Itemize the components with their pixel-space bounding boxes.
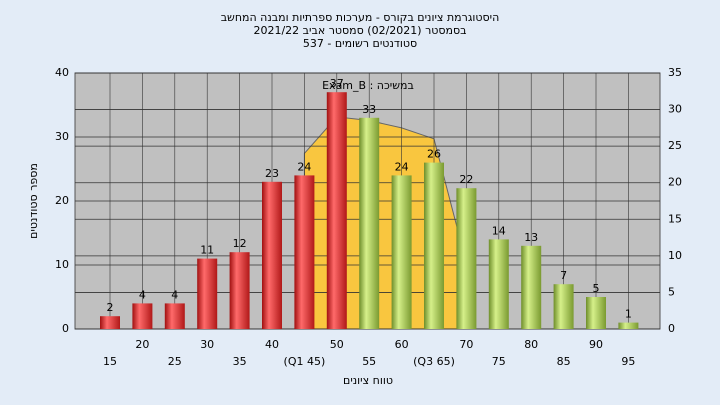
x-tick-label: 15 bbox=[103, 355, 117, 368]
data-label: 26 bbox=[427, 148, 441, 161]
x-tick-label: 60 bbox=[395, 338, 409, 351]
bar bbox=[262, 181, 282, 329]
x-tick-label: 80 bbox=[524, 338, 538, 351]
y2-tick-label: 20 bbox=[668, 176, 682, 189]
bar bbox=[586, 297, 606, 329]
data-label: 5 bbox=[593, 282, 600, 295]
bar bbox=[164, 303, 185, 329]
data-label: 33 bbox=[362, 103, 376, 116]
x-tick-label: 90 bbox=[589, 338, 603, 351]
bar bbox=[521, 245, 542, 329]
data-label: 4 bbox=[139, 288, 146, 301]
y2-tick-label: 25 bbox=[668, 139, 682, 152]
bar bbox=[132, 303, 153, 329]
bar bbox=[229, 252, 250, 329]
bar bbox=[391, 175, 412, 329]
x-tick-label: (Q3 65) bbox=[413, 355, 455, 368]
data-label: 11 bbox=[200, 244, 214, 257]
bar bbox=[197, 258, 218, 329]
x-tick-label: 30 bbox=[200, 338, 214, 351]
bar bbox=[456, 188, 477, 329]
data-label: 14 bbox=[492, 224, 506, 237]
bar bbox=[294, 175, 315, 329]
chart-title: סטודנטים רשומים - 537 bbox=[303, 37, 417, 50]
x-tick-label: 95 bbox=[621, 355, 635, 368]
y2-tick-label: 10 bbox=[668, 249, 682, 262]
chart-title: היסטוגרמת ציונים בקורס - מערכות ספרתיות … bbox=[221, 11, 500, 24]
y-tick-label: 10 bbox=[55, 258, 69, 271]
bar bbox=[488, 239, 509, 329]
data-label: 22 bbox=[459, 173, 473, 186]
y2-tick-label: 5 bbox=[668, 285, 675, 298]
data-label: 12 bbox=[233, 237, 247, 250]
chart-title: בסמסטר (02/2021) סמסטר אביב 2021/22 bbox=[253, 24, 466, 37]
y-tick-label: 40 bbox=[55, 66, 69, 79]
data-label: 24 bbox=[395, 160, 409, 173]
y2-tick-label: 35 bbox=[668, 66, 682, 79]
data-label: 24 bbox=[297, 160, 311, 173]
data-label: 7 bbox=[560, 269, 567, 282]
y-tick-label: 0 bbox=[62, 322, 69, 335]
x-axis-label: טווח ציונים bbox=[343, 374, 393, 387]
y2-tick-label: 15 bbox=[668, 212, 682, 225]
x-tick-label: 40 bbox=[265, 338, 279, 351]
x-tick-label: 75 bbox=[492, 355, 506, 368]
data-label: 23 bbox=[265, 167, 279, 180]
x-tick-label: 25 bbox=[168, 355, 182, 368]
y-tick-label: 30 bbox=[55, 130, 69, 143]
bar bbox=[553, 284, 574, 329]
bar bbox=[326, 92, 347, 329]
y-tick-label: 20 bbox=[55, 194, 69, 207]
data-label: 13 bbox=[524, 231, 538, 244]
x-tick-label: 70 bbox=[459, 338, 473, 351]
bar bbox=[424, 162, 444, 329]
bar bbox=[618, 322, 639, 329]
x-tick-label: 50 bbox=[330, 338, 344, 351]
bar bbox=[100, 316, 120, 329]
data-label: 1 bbox=[625, 308, 632, 321]
annotation: Exam_B : במשיכה bbox=[322, 79, 414, 92]
data-label: 4 bbox=[171, 288, 178, 301]
data-label: 37 bbox=[330, 77, 344, 90]
y2-tick-label: 0 bbox=[668, 322, 675, 335]
data-label: 2 bbox=[107, 301, 114, 314]
x-tick-label: 35 bbox=[233, 355, 247, 368]
x-tick-label: 85 bbox=[557, 355, 571, 368]
bar bbox=[359, 117, 380, 329]
y-axis-label: מספר סטודנטים bbox=[27, 163, 40, 239]
x-tick-label: 20 bbox=[135, 338, 149, 351]
x-tick-label: (Q1 45) bbox=[284, 355, 326, 368]
x-tick-label: 55 bbox=[362, 355, 376, 368]
y2-tick-label: 30 bbox=[668, 103, 682, 116]
